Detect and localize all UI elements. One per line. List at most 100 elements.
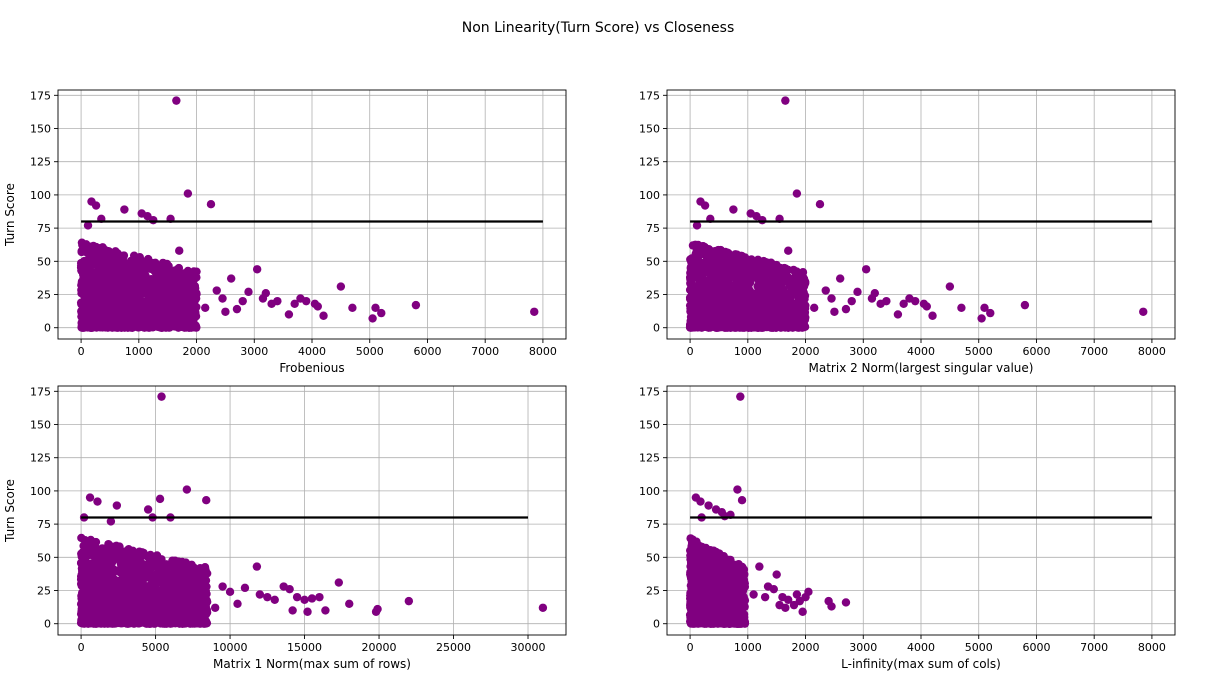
data-point [179, 600, 189, 609]
data-point [135, 275, 144, 284]
data-point [123, 286, 133, 295]
data-point [334, 578, 344, 587]
data-point [758, 286, 768, 296]
data-point [117, 551, 126, 560]
data-point [319, 311, 328, 320]
data-point [263, 592, 272, 602]
data-point [685, 273, 695, 282]
x-tick-label: 0 [78, 641, 85, 654]
y-tick-label: 50 [646, 255, 660, 268]
data-point [980, 303, 989, 312]
data-point [154, 296, 163, 306]
data-point [743, 266, 752, 275]
data-point [138, 593, 147, 603]
data-point [225, 587, 235, 597]
data-point [165, 577, 174, 587]
x-tick-label: 6000 [413, 345, 441, 358]
axes-frame [57, 385, 567, 636]
subplot-2: 0 1000 2000 3000 4000 5000 6000 7000 80000255075… [639, 89, 1176, 375]
data-point [100, 551, 110, 560]
data-point [181, 609, 190, 618]
y-tick-label: 175 [30, 385, 51, 398]
data-point [157, 267, 167, 276]
data-point [140, 562, 149, 571]
x-tick-label: 8000 [529, 345, 557, 358]
data-point [89, 308, 99, 317]
subplot-1: 0 1000 2000 3000 4000 5000 6000 7000 80000255075… [3, 89, 567, 375]
data-point [140, 323, 149, 332]
scatter-points [76, 392, 548, 628]
data-point [120, 617, 130, 627]
data-point [371, 607, 381, 616]
data-point [195, 590, 205, 599]
data-point [119, 251, 129, 260]
data-point [105, 607, 114, 617]
data-point [128, 547, 137, 556]
data-point [765, 278, 774, 287]
y-tick-label: 75 [37, 222, 51, 235]
data-point [129, 290, 139, 300]
data-point [695, 309, 704, 318]
data-point [688, 316, 698, 325]
data-point [78, 323, 88, 332]
figure-title: Non Linearity(Turn Score) vs Closeness [462, 20, 735, 36]
data-point [800, 307, 809, 317]
data-point [210, 603, 220, 612]
data-point [758, 270, 767, 280]
data-point [799, 282, 808, 292]
data-point [757, 278, 766, 287]
y-tick-label: 25 [646, 289, 660, 302]
data-point [922, 302, 931, 311]
data-point [122, 318, 132, 327]
y-tick-label: 175 [30, 89, 51, 102]
data-point [695, 273, 704, 282]
y-tick-label: 175 [639, 89, 660, 102]
x-tick-label: 10000 [213, 641, 248, 654]
x-tick-label: 0 [78, 345, 85, 358]
data-point [182, 269, 192, 279]
scatter-points [76, 96, 539, 332]
x-tick-label: 1000 [734, 345, 762, 358]
data-point [181, 593, 190, 602]
data-point [729, 205, 738, 214]
data-point [161, 560, 171, 569]
data-point [83, 221, 93, 230]
data-point [348, 303, 357, 312]
subplot-3: 0 5000 10000 15000 20000 25000 300000255075100… [3, 385, 567, 671]
data-point [368, 314, 377, 323]
data-point [707, 251, 716, 261]
x-tick-label: 0 [687, 345, 694, 358]
data-point [700, 265, 710, 274]
data-point [91, 300, 101, 310]
data-point [1020, 300, 1030, 310]
data-point [270, 595, 279, 605]
data-point [187, 323, 196, 332]
data-point [212, 286, 221, 295]
data-point [127, 277, 136, 287]
data-point [781, 303, 790, 312]
data-point [945, 282, 955, 291]
data-point [724, 249, 733, 258]
data-point [687, 258, 696, 267]
data-point [97, 619, 106, 628]
data-point [704, 316, 713, 325]
x-tick-label: 7000 [1080, 345, 1108, 358]
data-point [99, 278, 108, 288]
data-point [710, 309, 720, 318]
data-point [749, 321, 759, 330]
data-point [152, 591, 161, 600]
data-point [84, 581, 93, 590]
data-point [105, 291, 114, 300]
data-point [106, 561, 115, 570]
subplot-grid: 0 1000 2000 3000 4000 5000 6000 7000 80000255075… [3, 89, 1176, 671]
data-point [92, 242, 101, 252]
data-point [164, 590, 173, 599]
data-point [175, 558, 185, 568]
data-point [94, 591, 103, 600]
data-point [153, 285, 162, 295]
data-point [170, 322, 179, 331]
x-tick-label: 30000 [511, 641, 546, 654]
y-tick-label: 100 [30, 189, 51, 202]
y-tick-label: 0 [653, 322, 660, 335]
data-point [800, 301, 810, 310]
